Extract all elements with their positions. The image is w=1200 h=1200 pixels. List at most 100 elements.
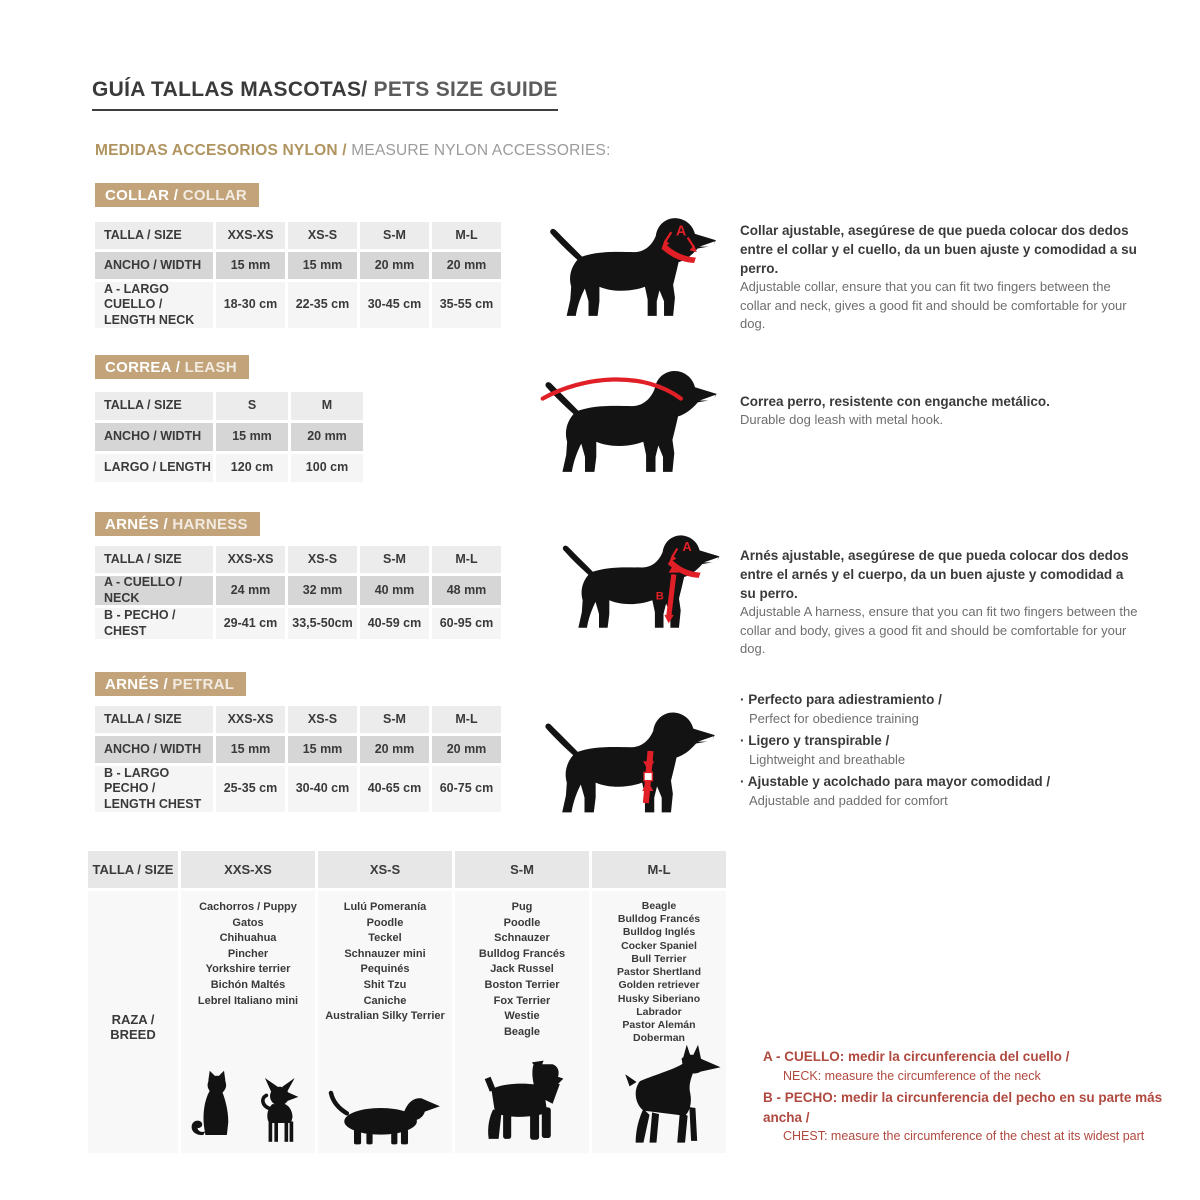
leash-desc-en: Durable dog leash with metal hook. [740,412,944,428]
table-cell: 30-40 cm [288,766,357,812]
breed-item: Bulldog Francés [478,947,566,960]
breed-item: Schnauzer [494,932,550,945]
table-row-label: A - LARGO CUELLO / LENGTH NECK [95,282,213,328]
table-header-cell: XS-S [288,222,357,249]
breed-list: Pug Poodle Schnauzer Bulldog Francés Jac… [455,900,589,1040]
table-cell: 40 mm [360,576,429,605]
collar-badge-en: COLLAR [182,187,247,204]
petral-feature-list: Perfecto para adiestramiento / Perfect f… [740,690,1140,813]
table-row-label: ANCHO / WIDTH [95,252,213,279]
petral-bullet-en: Lightweight and breathable [749,752,906,768]
harness-desc-en: Adjustable A harness, ensure that you ca… [740,604,1138,657]
breed-item: Beagle [641,900,677,912]
petral-bullet: Perfecto para adiestramiento / Perfect f… [740,690,1140,729]
breed-item: Golden retriever [618,979,700,992]
breed-item: Yorkshire terrier [205,963,291,976]
breed-item: Jack Russel [490,963,554,976]
petral-size-table: TALLA / SIZE XXS-XS XS-S S-M M-L ANCHO /… [95,706,501,812]
collar-size-table: TALLA / SIZE XXS-XS XS-S S-M M-L ANCHO /… [95,222,501,328]
breed-item: Labrador [636,1005,682,1018]
breed-item: Beagle [503,1025,541,1038]
page-title: GUÍA TALLAS MASCOTAS/ PETS SIZE GUIDE [92,78,558,111]
collar-desc-en: Adjustable collar, ensure that you can f… [740,279,1127,332]
table-header-cell: TALLA / SIZE [95,222,213,249]
table-header-cell: XXS-XS [216,222,285,249]
leash-badge-es: CORREA / [105,359,185,376]
breed-item: Poodle [503,916,541,929]
breed-size-table: TALLA / SIZE XXS-XS XS-S S-M M-L RAZA / … [88,851,726,1153]
breed-item: Teckel [368,932,402,945]
collar-desc-es: Collar ajustable, asegúrese de que pueda… [740,223,1137,277]
petral-bullet-en: Adjustable and padded for comfort [749,793,948,809]
collar-badge-es: COLLAR / [105,187,183,204]
breed-list: Lulú Pomeranía Poodle Teckel Schnauzer m… [318,900,452,1025]
table-header-cell: M-L [432,222,501,249]
measure-notes: A - CUELLO: medir la circunferencia del … [763,1047,1193,1149]
breed-header-cell: XXS-XS [181,851,315,888]
table-cell: 40-65 cm [360,766,429,812]
breed-item: Poodle [366,916,404,929]
table-cell: 20 mm [432,252,501,279]
petral-bullet-es: Perfecto para adiestramiento / [740,690,1140,710]
breed-header-cell: TALLA / SIZE [88,851,178,888]
page-subtitle-en: MEASURE NYLON ACCESSORIES: [351,142,611,159]
breed-item: Lebrel Italiano mini [197,994,299,1007]
breed-item: Pastor Alemán [622,1018,696,1031]
petral-bullet-en: Perfect for obedience training [749,711,919,727]
table-cell: 32 mm [288,576,357,605]
breed-item: Boston Terrier [484,979,560,992]
breed-item: Caniche [363,994,407,1007]
breed-item: Bichón Maltés [210,979,286,992]
table-cell: 22-35 cm [288,282,357,328]
harness-section-badge: ARNÉS / HARNESS [95,512,260,536]
dachshund-silhouette [328,1090,440,1145]
table-cell: 15 mm [288,736,357,763]
table-cell: 30-45 cm [360,282,429,328]
dog-petral-measure-illustration [538,698,724,835]
petral-badge-en: PETRAL [172,676,235,693]
table-row-label: ANCHO / WIDTH [95,423,213,451]
note-a-es: A - CUELLO: medir la circunferencia del … [763,1049,1070,1064]
petral-bullet-es: Ajustable y acolchado para mayor comodid… [740,772,1140,792]
breed-item: Chihuahua [219,932,277,945]
table-header-cell: M-L [432,546,501,573]
table-row-label: B - PECHO / CHEST [95,608,213,639]
cat-silhouette [191,1070,229,1136]
schnauzer-silhouette [484,1060,564,1140]
breed-item: Pastor Shertland [616,966,702,979]
dog-collar-measure-illustration: A [543,212,725,330]
harness-badge-en: HARNESS [172,516,248,533]
table-cell: 20 mm [360,252,429,279]
breed-item: Fox Terrier [493,994,551,1007]
leash-size-table: TALLA / SIZE S M ANCHO / WIDTH 15 mm 20 … [95,392,363,482]
breed-item: Husky Siberiano [617,992,701,1005]
page-subtitle: MEDIDAS ACCESORIOS NYLON / MEASURE NYLON… [95,142,611,160]
collar-a-label: A [676,224,687,240]
breed-cell-xs-s: Lulú Pomeranía Poodle Teckel Schnauzer m… [318,891,452,1153]
table-cell: 120 cm [216,454,288,482]
table-cell: 35-55 cm [432,282,501,328]
chihuahua-silhouette [261,1078,299,1142]
leash-description: Correa perro, resistente con enganche me… [740,392,1140,430]
breed-cell-m-l: Beagle Bulldog Francés Bulldog Inglés Co… [592,891,726,1153]
note-a-en: NECK: measure the circumference of the n… [783,1068,1041,1083]
table-cell: 15 mm [216,252,285,279]
breed-item: Cocker Spaniel [621,939,697,952]
breed-item: Bulldog Francés [617,913,701,926]
breed-list: Beagle Bulldog Francés Bulldog Inglés Co… [592,900,726,1045]
petral-badge-es: ARNÉS / [105,676,173,693]
breed-item: Australian Silky Terrier [325,1010,445,1023]
table-header-cell: S-M [360,706,429,733]
breed-cell-xxs-xs: Cachorros / Puppy Gatos Chihuahua Pinche… [181,891,315,1153]
doberman-silhouette [625,1044,721,1143]
table-cell: 33,5-50cm [288,608,357,639]
table-header-cell: XXS-XS [216,546,285,573]
table-header-cell: M-L [432,706,501,733]
table-cell: 60-95 cm [432,608,501,639]
table-cell: 20 mm [291,423,363,451]
breed-item: Doberman [633,1032,685,1045]
table-header-cell: S-M [360,222,429,249]
table-cell: 20 mm [360,736,429,763]
petral-section-badge: ARNÉS / PETRAL [95,672,247,696]
table-header-cell: XS-S [288,546,357,573]
